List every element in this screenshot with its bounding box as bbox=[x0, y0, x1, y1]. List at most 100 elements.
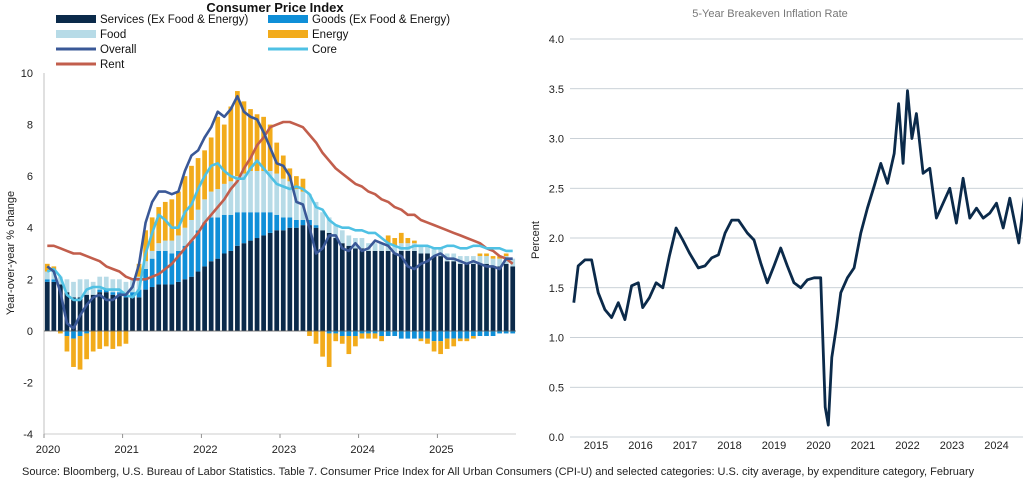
cpi-bar-goods bbox=[398, 330, 404, 339]
cpi-bar-services bbox=[176, 281, 181, 331]
cpi-xtick-label: 2023 bbox=[272, 444, 296, 456]
breakeven-ytick-label: 1.5 bbox=[549, 283, 564, 295]
cpi-bar-services bbox=[130, 297, 135, 331]
cpi-bars bbox=[44, 91, 516, 370]
cpi-bar-goods bbox=[208, 217, 214, 262]
cpi-xtick-label: 2025 bbox=[429, 444, 453, 456]
cpi-bar-services bbox=[64, 292, 70, 331]
cpi-bar-services bbox=[44, 281, 50, 331]
cpi-bar-goods bbox=[405, 330, 411, 339]
cpi-bar-food bbox=[418, 245, 424, 254]
cpi-bar-food bbox=[84, 279, 89, 295]
cpi-bar-goods bbox=[451, 330, 457, 339]
cpi-x-axis: 2020 2021 2022 2023 2024 2025 bbox=[36, 433, 516, 456]
cpi-ytick-label: -4 bbox=[23, 429, 33, 441]
cpi-bar-food bbox=[182, 227, 188, 246]
cpi-bar-goods bbox=[444, 330, 450, 339]
cpi-bar-food bbox=[280, 178, 286, 218]
cpi-bar-services bbox=[339, 243, 345, 331]
cpi-bar-energy bbox=[359, 333, 365, 339]
cpi-bar-energy bbox=[353, 336, 358, 347]
legend-label-0: Services (Ex Food & Energy) bbox=[100, 14, 248, 26]
cpi-bar-goods bbox=[379, 330, 384, 337]
rent-line bbox=[47, 120, 514, 281]
cpi-bar-goods bbox=[346, 330, 352, 337]
cpi-bar-food bbox=[261, 170, 266, 213]
cpi-bar-services bbox=[451, 261, 457, 331]
cpi-bar-services bbox=[392, 253, 398, 331]
cpi-bar-energy bbox=[418, 338, 424, 342]
cpi-bar-services bbox=[221, 253, 227, 331]
cpi-bar-services bbox=[346, 245, 352, 331]
cpi-bar-food bbox=[484, 256, 489, 264]
cpi-bar-energy bbox=[366, 333, 371, 339]
cpi-bar-energy bbox=[84, 333, 89, 360]
cpi-bar-services bbox=[294, 227, 299, 331]
cpi-bar-food bbox=[267, 170, 273, 213]
breakeven-ytick-label: 4.0 bbox=[549, 34, 564, 46]
cpi-bar-food bbox=[169, 240, 175, 254]
cpi-bar-services bbox=[320, 230, 325, 331]
cpi-bar-energy bbox=[182, 176, 188, 228]
cpi-bar-energy bbox=[412, 240, 417, 244]
cpi-bar-goods bbox=[215, 217, 221, 259]
cpi-bar-services bbox=[398, 250, 404, 331]
cpi-xtick-label: 2022 bbox=[193, 444, 217, 456]
breakeven-ytick-label: 0.0 bbox=[549, 432, 564, 444]
cpi-bar-services bbox=[84, 294, 89, 331]
cpi-bar-food bbox=[254, 170, 260, 213]
cpi-bar-energy bbox=[490, 256, 496, 259]
cpi-bar-food bbox=[97, 276, 103, 290]
cpi-bar-energy bbox=[294, 176, 299, 190]
cpi-ytick-label: 4 bbox=[27, 223, 33, 235]
cpi-bar-goods bbox=[464, 330, 470, 339]
cpi-bar-goods bbox=[477, 330, 483, 337]
cpi-bar-food bbox=[195, 209, 201, 231]
cpi-bar-food bbox=[103, 276, 109, 290]
legend-swatch-3 bbox=[268, 30, 308, 38]
cpi-bar-goods bbox=[418, 330, 424, 339]
cpi-bar-goods bbox=[195, 230, 201, 272]
cpi-bar-goods bbox=[228, 214, 234, 251]
cpi-bar-goods bbox=[84, 330, 89, 334]
cpi-bar-energy bbox=[379, 336, 384, 342]
cpi-bar-services bbox=[464, 263, 470, 331]
cpi-bar-goods bbox=[484, 330, 489, 337]
cpi-bar-services bbox=[484, 263, 489, 331]
cpi-bar-food bbox=[202, 199, 207, 223]
breakeven-xtick-label: 2022 bbox=[895, 440, 919, 452]
breakeven-xtick-label: 2023 bbox=[940, 440, 964, 452]
cpi-bar-goods bbox=[431, 330, 437, 342]
cpi-bar-food bbox=[477, 256, 483, 264]
cpi-bar-energy bbox=[431, 341, 437, 352]
cpi-bar-food bbox=[326, 217, 332, 233]
cpi-bar-energy bbox=[71, 338, 76, 367]
breakeven-ytick-label: 3.0 bbox=[549, 134, 564, 146]
cpi-bar-services bbox=[490, 266, 496, 331]
legend-swatch-2 bbox=[56, 30, 96, 38]
cpi-bar-energy bbox=[136, 263, 142, 277]
cpi-bar-goods bbox=[51, 279, 57, 282]
cpi-bar-services bbox=[149, 287, 155, 331]
cpi-bar-goods bbox=[156, 250, 162, 285]
cpi-bar-goods bbox=[117, 292, 122, 295]
cpi-ytick-label: 10 bbox=[21, 68, 33, 80]
cpi-bar-services bbox=[143, 289, 148, 331]
cpi-bar-energy bbox=[176, 191, 181, 236]
breakeven-xtick-label: 2015 bbox=[584, 440, 608, 452]
cpi-lines bbox=[46, 94, 514, 330]
cpi-bar-goods bbox=[510, 330, 516, 334]
cpi-bar-energy bbox=[77, 336, 83, 370]
breakeven-xtick-label: 2021 bbox=[851, 440, 875, 452]
cpi-bar-energy bbox=[320, 330, 325, 357]
cpi-bar-energy bbox=[464, 338, 470, 342]
cpi-bar-goods bbox=[261, 212, 266, 236]
breakeven-xtick-label: 2020 bbox=[806, 440, 830, 452]
cpi-bar-energy bbox=[64, 336, 70, 352]
cpi-bar-food bbox=[392, 245, 398, 254]
cpi-bar-services bbox=[307, 225, 312, 331]
cpi-bar-services bbox=[156, 284, 162, 331]
legend-swatch-0 bbox=[56, 15, 96, 23]
cpi-chart: Consumer Price Index Services (Ex Food &… bbox=[5, 0, 516, 456]
cpi-bar-services bbox=[117, 294, 122, 331]
